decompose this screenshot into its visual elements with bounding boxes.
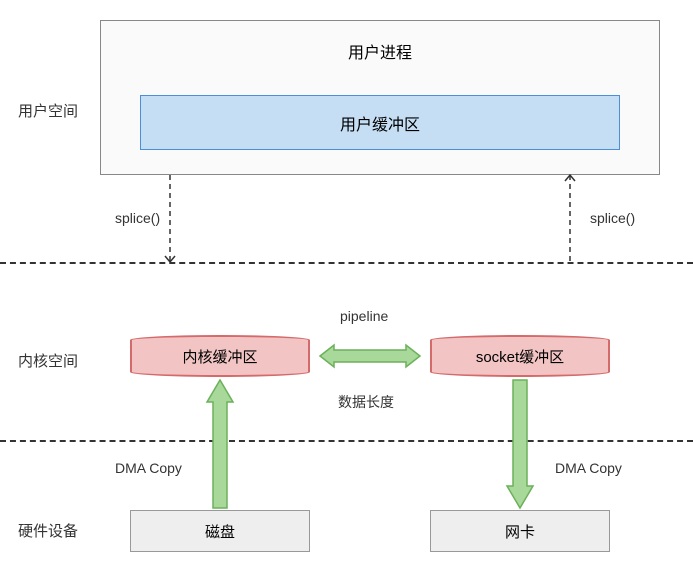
user-buffer-text: 用户缓冲区 xyxy=(340,111,420,135)
pipeline-label: pipeline xyxy=(340,308,388,324)
divider-user-kernel xyxy=(0,262,693,264)
socket-buffer-box: socket缓冲区 xyxy=(430,335,610,377)
dma-left-label: DMA Copy xyxy=(115,460,182,476)
nic-box: 网卡 xyxy=(430,510,610,552)
kernel-buffer-box: 内核缓冲区 xyxy=(130,335,310,377)
splice-left-label: splice() xyxy=(115,210,160,226)
disk-text: 磁盘 xyxy=(205,521,235,542)
data-length-label: 数据长度 xyxy=(338,392,394,412)
hardware-label: 硬件设备 xyxy=(18,520,78,541)
divider-kernel-hardware xyxy=(0,440,693,442)
pipeline-arrow xyxy=(320,345,420,367)
dma-right-label: DMA Copy xyxy=(555,460,622,476)
kernel-space-label: 内核空间 xyxy=(18,350,78,371)
socket-to-nic-arrow xyxy=(507,380,533,508)
user-buffer-box: 用户缓冲区 xyxy=(140,95,620,150)
user-process-text: 用户进程 xyxy=(101,39,659,63)
splice-right-label: splice() xyxy=(590,210,635,226)
splice-left-arrow xyxy=(165,175,175,262)
disk-box: 磁盘 xyxy=(130,510,310,552)
disk-to-kernel-arrow xyxy=(207,380,233,508)
socket-buffer-text: socket缓冲区 xyxy=(476,346,564,367)
kernel-buffer-text: 内核缓冲区 xyxy=(182,346,257,367)
splice-right-arrow xyxy=(565,175,575,262)
user-space-label: 用户空间 xyxy=(18,100,78,121)
nic-text: 网卡 xyxy=(505,521,535,542)
